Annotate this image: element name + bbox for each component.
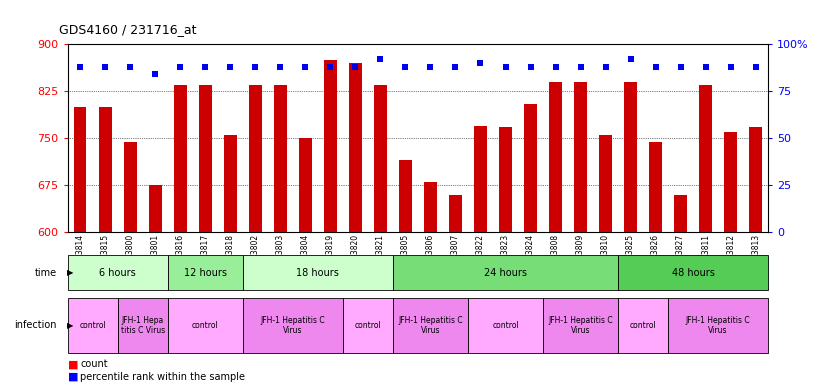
Bar	[600, 135, 612, 232]
Point	[499, 64, 512, 70]
Bar	[674, 195, 687, 232]
Text: count: count	[80, 359, 107, 369]
Point	[199, 64, 212, 70]
Text: JFH-1 Hepatitis C
Virus: JFH-1 Hepatitis C Virus	[260, 316, 325, 335]
Bar	[474, 126, 487, 232]
Point	[599, 64, 612, 70]
Point	[624, 56, 637, 62]
Bar	[724, 132, 737, 232]
Point	[374, 56, 387, 62]
Bar	[749, 127, 762, 232]
Bar	[99, 107, 112, 232]
Text: JFH-1 Hepatitis C
Virus: JFH-1 Hepatitis C Virus	[686, 316, 751, 335]
Bar	[74, 107, 87, 232]
Point	[749, 64, 762, 70]
Bar	[499, 127, 512, 232]
Point	[649, 64, 662, 70]
Bar	[399, 160, 411, 232]
Bar	[124, 142, 136, 232]
Bar	[449, 195, 462, 232]
Bar	[349, 63, 362, 232]
Bar	[149, 185, 162, 232]
Text: percentile rank within the sample: percentile rank within the sample	[80, 372, 245, 382]
Bar	[525, 104, 537, 232]
Text: time: time	[35, 268, 57, 278]
Text: 48 hours: 48 hours	[672, 268, 714, 278]
Point	[249, 64, 262, 70]
Text: JFH-1 Hepa
titis C Virus: JFH-1 Hepa titis C Virus	[121, 316, 165, 335]
Bar	[574, 82, 586, 232]
Bar	[624, 82, 637, 232]
Bar	[249, 85, 262, 232]
Text: GDS4160 / 231716_at: GDS4160 / 231716_at	[59, 23, 197, 36]
Text: control: control	[79, 321, 106, 330]
Point	[549, 64, 563, 70]
Bar	[324, 60, 337, 232]
Point	[674, 64, 687, 70]
Bar	[224, 135, 236, 232]
Point	[173, 64, 187, 70]
Text: ▶: ▶	[67, 321, 74, 330]
Bar	[549, 82, 562, 232]
Bar	[374, 85, 387, 232]
Point	[299, 64, 312, 70]
Point	[324, 64, 337, 70]
Text: 24 hours: 24 hours	[484, 268, 527, 278]
Point	[449, 64, 462, 70]
Text: 6 hours: 6 hours	[99, 268, 136, 278]
Bar	[274, 85, 287, 232]
Point	[98, 64, 112, 70]
Text: JFH-1 Hepatitis C
Virus: JFH-1 Hepatitis C Virus	[548, 316, 613, 335]
Point	[349, 64, 362, 70]
Text: ■: ■	[68, 359, 78, 369]
Text: control: control	[629, 321, 657, 330]
Point	[74, 64, 87, 70]
Point	[699, 64, 712, 70]
Bar	[700, 85, 712, 232]
Bar	[199, 85, 211, 232]
Bar	[299, 138, 311, 232]
Point	[399, 64, 412, 70]
Bar	[649, 142, 662, 232]
Point	[224, 64, 237, 70]
Point	[273, 64, 287, 70]
Point	[424, 64, 437, 70]
Point	[474, 60, 487, 66]
Point	[574, 64, 587, 70]
Text: 12 hours: 12 hours	[184, 268, 227, 278]
Text: ■: ■	[68, 372, 78, 382]
Text: JFH-1 Hepatitis C
Virus: JFH-1 Hepatitis C Virus	[398, 316, 463, 335]
Bar	[174, 85, 187, 232]
Point	[524, 64, 537, 70]
Text: control: control	[354, 321, 382, 330]
Text: control: control	[192, 321, 219, 330]
Point	[724, 64, 738, 70]
Bar	[425, 182, 437, 232]
Text: control: control	[492, 321, 519, 330]
Text: 18 hours: 18 hours	[297, 268, 339, 278]
Point	[124, 64, 137, 70]
Text: ▶: ▶	[67, 268, 74, 277]
Point	[149, 71, 162, 77]
Text: infection: infection	[15, 320, 57, 331]
